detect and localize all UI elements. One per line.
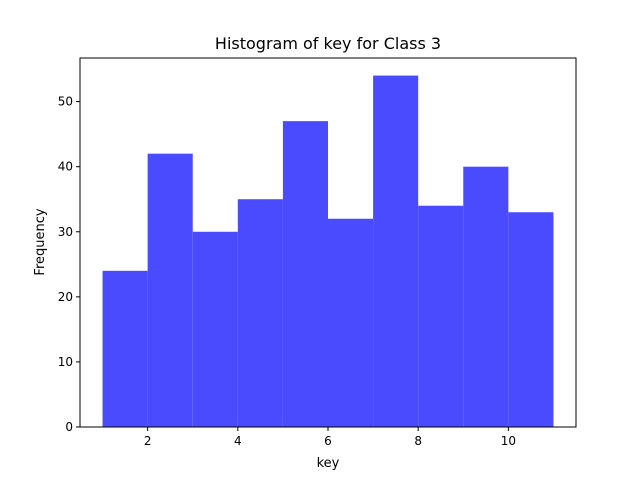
histogram-bar bbox=[463, 166, 509, 427]
histogram-bar bbox=[508, 212, 554, 427]
x-axis-ticks: 2 4 6 8 10 bbox=[144, 427, 516, 448]
y-tick-label: 0 bbox=[65, 420, 73, 434]
y-tick-label: 40 bbox=[58, 160, 73, 174]
histogram-bar bbox=[237, 199, 283, 427]
y-tick-label: 20 bbox=[58, 290, 73, 304]
histogram-bar bbox=[147, 153, 193, 427]
y-axis-ticks: 0 10 20 30 40 50 bbox=[58, 95, 80, 434]
x-tick-label: 6 bbox=[324, 434, 332, 448]
histogram-bars bbox=[102, 75, 554, 428]
x-tick-label: 2 bbox=[144, 434, 152, 448]
histogram-bar bbox=[282, 121, 328, 427]
histogram-bar bbox=[102, 270, 148, 427]
y-tick-label: 10 bbox=[58, 355, 73, 369]
histogram-bar bbox=[328, 218, 374, 427]
x-tick-label: 4 bbox=[234, 434, 242, 448]
x-axis-label: key bbox=[317, 456, 340, 471]
y-axis-label: Frequency bbox=[33, 208, 48, 275]
histogram-bar bbox=[418, 205, 464, 427]
y-tick-label: 50 bbox=[58, 95, 73, 109]
histogram-bar bbox=[192, 231, 238, 427]
x-tick-label: 8 bbox=[414, 434, 422, 448]
x-tick-label: 10 bbox=[501, 434, 516, 448]
y-tick-label: 30 bbox=[58, 225, 73, 239]
chart-title: Histogram of key for Class 3 bbox=[215, 34, 441, 53]
histogram-bar bbox=[373, 75, 419, 428]
